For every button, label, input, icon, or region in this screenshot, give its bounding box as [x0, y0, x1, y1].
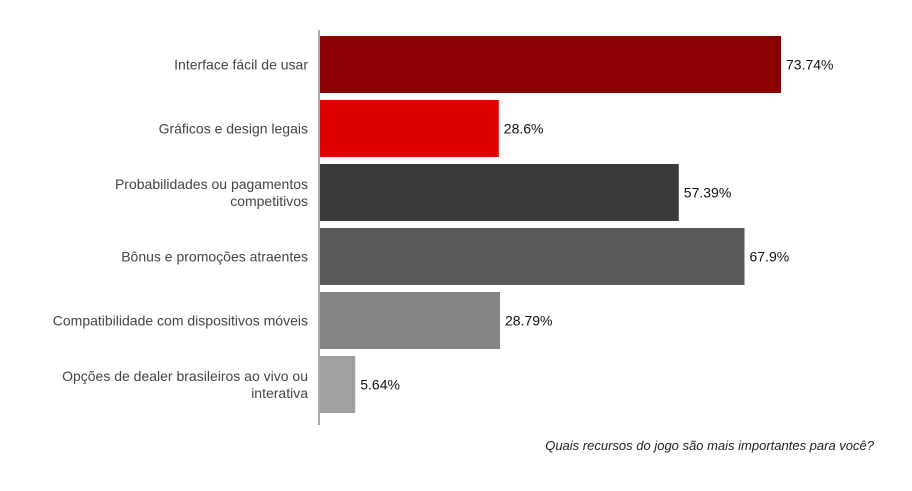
value-label-2: 28.6%: [504, 121, 544, 137]
category-label-line: competitivos: [230, 193, 308, 209]
value-labels: 73.74% 28.6% 57.39% 67.9% 28.79% 5.64%: [360, 57, 833, 393]
bar-3: [320, 164, 679, 221]
category-label-5: Compatibilidade com dispositivos móveis: [53, 313, 308, 329]
bar-2: [320, 100, 499, 157]
category-label-line: Compatibilidade com dispositivos móveis: [53, 313, 308, 329]
bar-4: [320, 228, 745, 285]
value-label-4: 67.9%: [749, 249, 789, 265]
category-label-line: Probabilidades ou pagamentos: [115, 176, 308, 192]
category-label-line: interativa: [251, 385, 308, 401]
category-label-1: Interface fácil de usar: [174, 57, 308, 73]
category-label-6: Opções de dealer brasileiros ao vivo ou i…: [62, 368, 308, 401]
value-label-3: 57.39%: [684, 185, 731, 201]
category-labels: Interface fácil de usar Gráficos e design…: [53, 57, 309, 402]
bar-6: [320, 356, 356, 413]
category-label-line: Bônus e promoções atraentes: [121, 249, 308, 265]
category-label-line: Interface fácil de usar: [174, 57, 308, 73]
category-label-line: Opções de dealer brasileiros ao vivo ou: [62, 368, 308, 384]
bars-group: [320, 36, 781, 413]
category-label-2: Gráficos e design legais: [159, 121, 308, 137]
bar-5: [320, 292, 500, 349]
value-label-5: 28.79%: [505, 313, 552, 329]
bar-1: [320, 36, 781, 93]
category-label-3: Probabilidades ou pagamentos competitivos: [115, 176, 308, 209]
category-label-4: Bônus e promoções atraentes: [121, 249, 308, 265]
value-label-6: 5.64%: [360, 377, 400, 393]
category-label-line: Gráficos e design legais: [159, 121, 308, 137]
chart-caption: Quais recursos do jogo são mais importan…: [545, 438, 874, 453]
value-label-1: 73.74%: [786, 57, 833, 73]
